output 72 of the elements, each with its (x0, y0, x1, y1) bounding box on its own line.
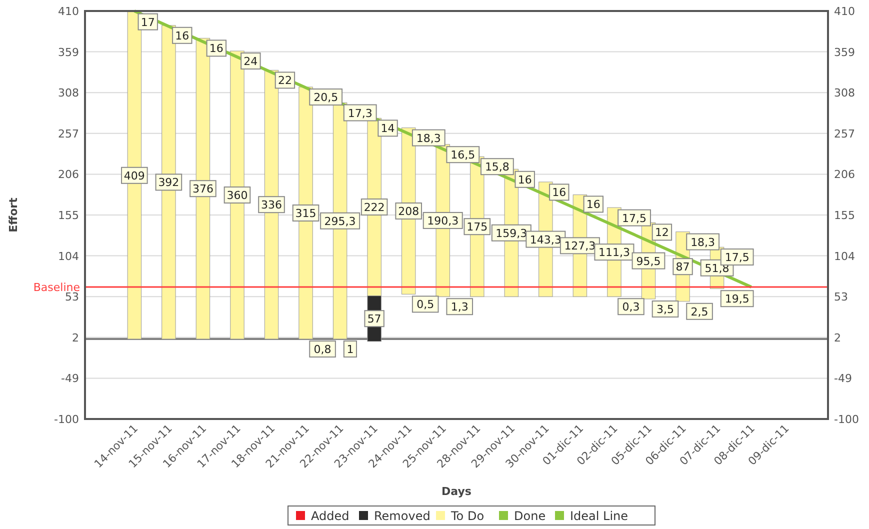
y2-tick-label: -49 (834, 372, 852, 386)
data-label: 87 (676, 260, 690, 274)
y2-tick-label: 155 (834, 209, 855, 222)
annotation: 15,8 (484, 160, 510, 174)
y2-tick-label: 104 (834, 250, 855, 263)
y-tick-label: -49 (61, 372, 79, 386)
y-tick-label: 308 (58, 86, 79, 100)
data-label: 143,3 (530, 233, 562, 246)
legend-label: Done (514, 509, 546, 523)
annotation: 17,3 (348, 106, 372, 120)
annotation: 16 (209, 42, 224, 56)
y2-tick-label: 359 (834, 46, 855, 59)
data-label: 159,3 (496, 226, 528, 240)
legend-label: Ideal Line (570, 509, 628, 523)
y-tick-label: 104 (58, 250, 79, 263)
legend-label: Added (311, 509, 350, 523)
y2-tick-label: 410 (834, 5, 855, 18)
data-label: 127,3 (564, 240, 596, 253)
data-label: 57 (367, 312, 382, 326)
annotation: 17 (140, 16, 155, 29)
data-label: 409 (124, 169, 145, 182)
annotation: 18,3 (416, 132, 441, 145)
annotation: 16,5 (450, 148, 476, 162)
y-tick-label: -100 (54, 413, 79, 426)
annotation: 0,5 (416, 298, 434, 312)
annotation: 1,3 (450, 300, 468, 314)
data-label: 315 (295, 207, 316, 220)
annotation: 20,5 (314, 91, 338, 104)
data-label: 190,3 (427, 214, 459, 228)
annotation: 17,5 (622, 212, 647, 225)
data-label: 392 (158, 176, 180, 190)
annotation: 2,5 (690, 305, 708, 318)
annotation: 14 (380, 122, 395, 136)
annotation: 1 (346, 343, 354, 356)
annotation: 19,5 (724, 292, 750, 306)
y2-tick-label: -100 (834, 413, 859, 426)
y2-tick-label: 206 (834, 168, 855, 182)
y-tick-label: 410 (58, 5, 79, 18)
annotation: 16 (518, 173, 532, 186)
data-label: 111,3 (598, 246, 630, 260)
data-label: 360 (226, 189, 248, 202)
annotation: 0,8 (314, 343, 332, 356)
y2-tick-label: 308 (834, 86, 855, 100)
legend-label: Removed (374, 509, 430, 523)
annotation: 0,3 (622, 300, 640, 314)
data-label: 208 (398, 205, 420, 218)
data-label: 95,5 (636, 254, 661, 268)
y-tick-label: 2 (72, 331, 79, 344)
annotation: 16 (552, 186, 566, 200)
annotation: 18,3 (690, 236, 716, 249)
annotation: 22 (278, 74, 292, 88)
y-tick-label: 257 (58, 127, 79, 140)
annotation: 24 (244, 55, 258, 68)
y-tick-label: 359 (58, 46, 79, 59)
y-tick-label: 155 (58, 209, 79, 222)
y-axis-title: Effort (7, 198, 20, 232)
data-label: 222 (364, 201, 385, 214)
legend-label: To Do (450, 509, 484, 523)
data-label: 175 (466, 220, 488, 234)
data-label: 376 (192, 182, 214, 196)
x-axis-title: Days (442, 485, 472, 498)
annotation: 17,5 (724, 251, 750, 264)
data-label: 336 (261, 198, 282, 212)
annotation: 12 (654, 226, 669, 240)
annotation: 16 (586, 198, 600, 212)
y-tick-label: 206 (58, 168, 79, 182)
y2-tick-label: 2 (834, 331, 841, 344)
y2-tick-label: 257 (834, 127, 855, 140)
y2-tick-label: 53 (834, 290, 848, 304)
data-label: 295,3 (324, 214, 356, 228)
annotation: 3,5 (656, 303, 674, 316)
annotation: 16 (175, 29, 190, 42)
